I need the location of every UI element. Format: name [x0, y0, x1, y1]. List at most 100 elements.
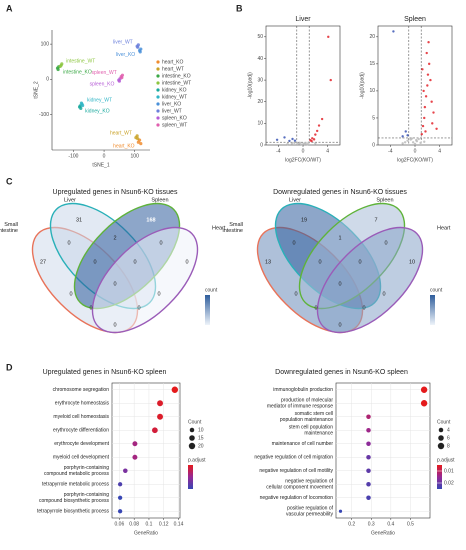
plot-frame — [111, 382, 181, 519]
colorbar-title: count — [430, 287, 443, 293]
legend-label: 20 — [198, 443, 204, 449]
cluster-label: intestine_WT — [66, 59, 95, 65]
legend-label: heart_KO — [162, 59, 184, 65]
venn-count: 13 — [265, 259, 271, 265]
venn-set-label: Spleen — [151, 197, 168, 203]
y-tick-label: negative regulation of cell migration — [254, 455, 333, 461]
y-tick-label: myeloid cell development — [53, 455, 110, 461]
cluster-label: kidney_WT — [87, 98, 112, 104]
venn-count: 10 — [409, 259, 415, 265]
y-tick-label: production of molecular mediator of immun… — [267, 398, 333, 410]
dot — [338, 509, 343, 513]
cluster-label: spleen_KO — [90, 81, 115, 87]
venn-count: 0 — [384, 240, 387, 246]
legend-title: Count — [188, 419, 202, 425]
colorbar-title: count — [205, 287, 218, 293]
panel-label: B — [236, 3, 243, 13]
colorbar — [430, 295, 435, 325]
legend-title: Count — [437, 419, 451, 425]
legend-title: p.adjust — [437, 457, 455, 463]
point — [314, 142, 317, 145]
point — [431, 122, 434, 125]
point — [424, 95, 428, 98]
point — [315, 129, 319, 133]
x-tick-label: 0 — [414, 148, 417, 154]
x-axis-label: GeneRatio — [134, 530, 158, 536]
venn-count: 0 — [294, 291, 297, 297]
point — [303, 142, 307, 146]
y-tick-label: tetrapyrrole metabolic process — [42, 482, 109, 488]
x-tick-label: 0.1 — [145, 521, 152, 527]
dot — [157, 400, 163, 407]
point — [283, 136, 286, 139]
venn-count: 0 — [113, 322, 116, 328]
point — [410, 137, 414, 140]
venn-count: 0 — [159, 240, 162, 246]
dot — [366, 427, 371, 433]
venn-count: 0 — [69, 291, 72, 297]
chart-title: Downregulated genes in Nsun6-KO spleen — [275, 369, 408, 376]
point — [429, 78, 432, 82]
legend-marker — [156, 109, 160, 113]
venn-count: 2 — [113, 235, 116, 241]
legend-label: spleen_KO — [162, 115, 187, 121]
dot — [132, 441, 138, 447]
point — [426, 73, 430, 76]
point — [79, 101, 83, 105]
legend-dot — [438, 427, 444, 433]
legend-marker — [156, 60, 160, 64]
legend-label: intestine_KO — [162, 73, 191, 79]
point — [79, 106, 83, 110]
panel-label: D — [6, 362, 13, 372]
point — [136, 43, 140, 47]
panel-label: A — [6, 3, 13, 13]
point — [293, 139, 297, 142]
x-tick-label: 4 — [326, 148, 329, 154]
dot — [366, 481, 371, 487]
legend-dot — [437, 442, 445, 450]
legend-label: 8 — [447, 443, 450, 449]
venn-set-label: Heart — [212, 225, 226, 231]
point — [411, 141, 415, 144]
x-tick-label: 0 — [103, 153, 106, 159]
point — [311, 137, 314, 140]
legend-marker — [156, 67, 160, 71]
venn-count: 0 — [362, 305, 365, 311]
venn-count: 0 — [185, 259, 188, 265]
y-tick-label: negative regulation of cellular component… — [266, 479, 333, 491]
point — [58, 64, 62, 68]
dot — [157, 413, 163, 420]
y-axis-label: -log10(padj) — [247, 72, 253, 99]
dot — [132, 454, 138, 460]
x-axis-label: tSNE_1 — [92, 162, 109, 168]
cluster-label: liver_WT — [113, 39, 133, 45]
point — [310, 139, 313, 143]
y-tick-label: 10 — [369, 88, 375, 94]
point — [286, 142, 289, 146]
y-tick-label: tetrapyrrole biosynthetic process — [37, 509, 109, 515]
dot — [420, 400, 428, 407]
venn-count: 1 — [338, 235, 341, 241]
point — [421, 124, 425, 128]
dot — [117, 509, 123, 514]
point — [426, 84, 429, 87]
point — [291, 137, 294, 141]
venn-count: 0 — [157, 291, 160, 297]
y-tick-label: 20 — [369, 34, 375, 40]
y-tick-label: 15 — [369, 61, 375, 67]
legend-label: 4 — [447, 427, 450, 433]
point — [404, 130, 407, 133]
legend-label: heart_WT — [162, 66, 184, 72]
point — [317, 124, 321, 127]
y-tick-label: porphyrin-containing compound metabolic p… — [44, 465, 110, 477]
chart-title: Liver — [295, 16, 311, 23]
point — [329, 78, 332, 82]
plot-frame — [377, 25, 453, 146]
x-tick-label: 4 — [438, 148, 441, 154]
y-tick-label: positive regulation of vascular permeabil… — [286, 506, 334, 518]
dot — [171, 386, 179, 393]
venn-count: 0 — [137, 305, 140, 311]
point — [392, 30, 395, 33]
